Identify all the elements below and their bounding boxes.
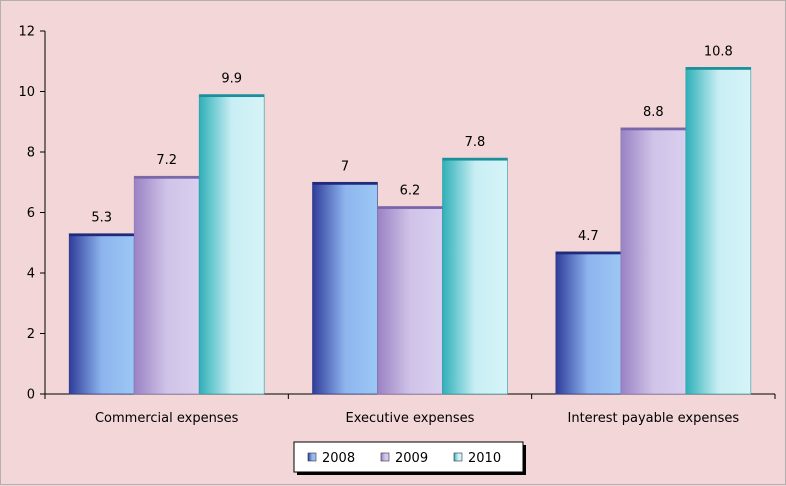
legend-swatch-2010 <box>453 452 463 462</box>
y-tick-label: 4 <box>27 267 35 282</box>
bar-top-cap <box>377 206 443 209</box>
data-label: 8.8 <box>643 105 664 120</box>
bar-top-cap <box>134 176 200 179</box>
legend-label-2010: 2010 <box>468 451 501 466</box>
bar-top-cap <box>685 67 751 70</box>
x-category-label: Interest payable expenses <box>568 411 740 426</box>
bar-2010-1 <box>442 157 508 395</box>
data-label: 7.2 <box>156 153 177 168</box>
y-tick-label: 2 <box>27 327 35 342</box>
data-label: 10.8 <box>704 44 733 59</box>
data-label: 4.7 <box>578 229 599 244</box>
axes: 0 2 4 6 8 10 12 Commercial expenses Executive ex… <box>18 25 776 426</box>
bar-2008-2 <box>555 251 622 395</box>
y-tick-label: 0 <box>27 388 35 403</box>
legend-box <box>293 441 524 473</box>
data-label: 7 <box>341 159 349 174</box>
bar-top-cap <box>620 127 686 131</box>
legend-label-2009: 2009 <box>395 451 428 466</box>
bar-2009-0 <box>133 175 200 395</box>
bars <box>68 67 752 395</box>
y-tick-label: 8 <box>27 146 35 161</box>
y-tick-label: 12 <box>18 25 35 40</box>
data-label: 7.8 <box>465 135 486 150</box>
y-tick-label: 10 <box>18 85 35 100</box>
legend: 2008 2009 2010 <box>293 441 526 475</box>
bar-2010-0 <box>198 94 265 395</box>
bar-top-cap <box>442 158 508 161</box>
bar-2009-1 <box>377 206 443 395</box>
bar-top-cap <box>69 233 135 237</box>
bar-2008-1 <box>312 181 378 395</box>
data-label: 9.9 <box>221 72 242 87</box>
bar-top-cap <box>312 182 378 185</box>
y-tick-label: 6 <box>27 206 35 221</box>
bar-top-cap <box>555 251 621 255</box>
bar-2009-2 <box>620 127 687 395</box>
bar-2010-2 <box>685 67 752 395</box>
bar-top-cap <box>199 94 265 98</box>
data-label: 6.2 <box>400 183 421 198</box>
data-labels: 5.3 7 4.7 7.2 6.2 8.8 9.9 7.8 10.8 <box>91 44 732 244</box>
x-category-label: Commercial expenses <box>95 411 239 426</box>
data-label: 5.3 <box>91 211 112 226</box>
legend-label-2008: 2008 <box>322 451 355 466</box>
x-category-label: Executive expenses <box>346 411 475 426</box>
bar-2008-0 <box>68 233 135 395</box>
legend-swatch-2009 <box>380 452 390 462</box>
legend-swatch-2008 <box>307 452 317 462</box>
